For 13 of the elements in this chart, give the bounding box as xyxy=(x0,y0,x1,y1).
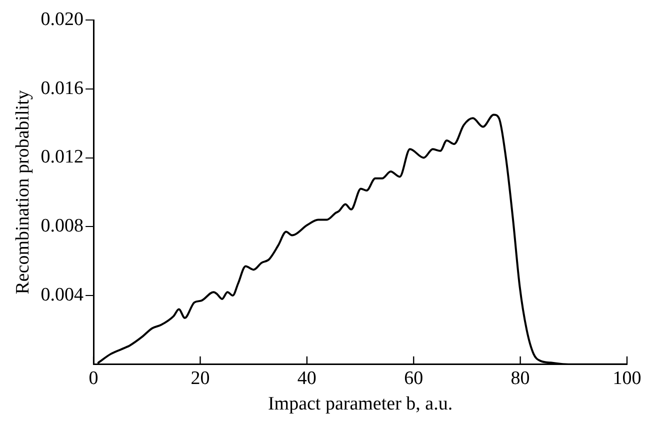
x-axis-title: Impact parameter b, a.u. xyxy=(268,394,453,415)
y-tick-label: 0.020 xyxy=(40,8,84,30)
x-tick-label: 0 xyxy=(88,368,98,389)
y-tick-label: 0.008 xyxy=(40,216,84,237)
y-tick-label: 0.012 xyxy=(40,146,84,168)
y-axis-title: Recombination probability xyxy=(12,90,34,294)
y-tick-label: 0.016 xyxy=(40,78,84,99)
x-tick-label: 100 xyxy=(612,368,642,389)
y-tick-label: 0.004 xyxy=(40,284,84,306)
x-tick-label: 60 xyxy=(404,368,424,389)
x-tick-label: 20 xyxy=(190,368,210,389)
x-tick-label: 80 xyxy=(510,368,530,389)
x-tick-label: 40 xyxy=(297,368,316,389)
